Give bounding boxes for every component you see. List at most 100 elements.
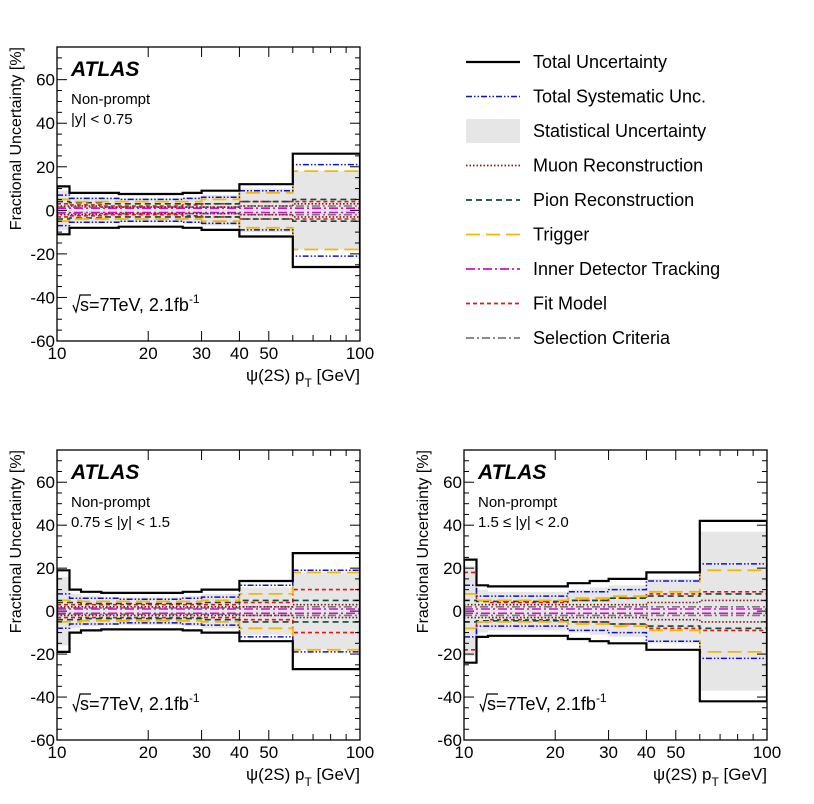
- x-tick-label: 10: [48, 344, 67, 363]
- x-tick-label: 30: [599, 743, 618, 762]
- pion-line-upper: [57, 198, 360, 205]
- legend-entry-stat_fill: Statistical Uncertainty: [466, 119, 706, 143]
- y-tick-label: -40: [30, 688, 55, 707]
- sqrt-icon: [72, 294, 91, 314]
- pion-line-lower: [57, 216, 360, 222]
- stat-band-bin: [80, 197, 102, 224]
- total-line-upper: [464, 519, 767, 588]
- selection-line-upper: [57, 205, 360, 208]
- x-tick-label: 20: [546, 743, 565, 762]
- total_syst-line-upper: [57, 569, 360, 601]
- panel-3: -60 -40 -20 0 20 40 60 10 20 30 40 50 100 ψ(2S) pT [G…: [415, 449, 781, 789]
- sample-label: Non-prompt: [478, 494, 558, 511]
- selection-line-lower: [57, 212, 360, 216]
- fit-line-upper: [57, 200, 360, 207]
- y-tick-label: -60: [30, 731, 55, 750]
- energy-label: s=7TeV, 2.1fb-1: [80, 292, 200, 315]
- pion-line-lower: [57, 617, 360, 623]
- y-tick-label: 60: [36, 473, 55, 492]
- stat-band-bin: [239, 188, 293, 233]
- stat-band-bin: [567, 589, 590, 633]
- experiment-label: ATLAS: [70, 461, 139, 484]
- stat-band-bin: [608, 585, 647, 637]
- legend-entry-muon: Muon Reconstruction: [466, 156, 703, 176]
- panels-group: -60 -40 -20 0 20 40 60 10 20 30 40 50 10 0 ψ(2S) pT [G…: [8, 46, 781, 789]
- x-tick-label: 10: [455, 743, 474, 762]
- legend-entry-fit: Fit Model: [466, 294, 607, 314]
- x-tick-label: 40: [230, 344, 249, 363]
- y-tick-label: 40: [443, 516, 462, 535]
- stat-band-bin: [541, 591, 568, 631]
- y-tick-label: 60: [36, 71, 55, 90]
- fit-line-lower: [57, 213, 360, 220]
- total_syst-line-upper: [464, 563, 767, 597]
- stat-band-bin: [508, 591, 526, 631]
- x-axis-title: ψ(2S) pT [GeV]: [653, 765, 767, 789]
- experiment-label: ATLAS: [477, 461, 546, 484]
- y-tick-label: 0: [46, 201, 55, 220]
- plot-area: [57, 152, 360, 269]
- y-tick-label: -60: [437, 731, 462, 750]
- rapidity-label: 1.5 ≤ |y| < 2.0: [478, 514, 569, 531]
- legend-entry-selection: Selection Criteria: [466, 328, 671, 348]
- fit-line-lower: [57, 616, 360, 634]
- stat-band-bin: [292, 171, 360, 250]
- total-line-upper: [57, 552, 360, 594]
- x-tick-label: 30: [192, 743, 211, 762]
- trigger-line-lower: [57, 218, 360, 251]
- x-tick-label: 50: [259, 743, 278, 762]
- sqrt-icon: [72, 693, 91, 713]
- legend-label: Selection Criteria: [533, 328, 671, 348]
- x-tick-label: 50: [259, 344, 278, 363]
- sample-label: Non-prompt: [71, 494, 151, 511]
- total-line-upper: [57, 152, 360, 196]
- legend-entry-pion: Pion Reconstruction: [466, 190, 694, 210]
- total_syst-line-lower: [464, 625, 767, 660]
- y-tick-label: 40: [36, 516, 55, 535]
- stat-band-bin: [476, 589, 488, 633]
- total-line-lower: [57, 628, 360, 671]
- x-tick-label: 20: [139, 344, 158, 363]
- trigger-line-lower: [464, 621, 767, 653]
- trigger-line-upper: [57, 571, 360, 603]
- y-tick-label: -20: [30, 245, 55, 264]
- x-tick-label: 10: [48, 743, 67, 762]
- energy-label: s=7TeV, 2.1fb-1: [80, 691, 200, 714]
- panel-1: -60 -40 -20 0 20 40 60 10 20 30 40 50 100 ψ(2S) pT [G…: [8, 46, 374, 390]
- trigger-line-upper: [464, 569, 767, 602]
- stat-band-bin: [487, 591, 509, 631]
- plot-frame: [463, 449, 768, 741]
- x-tick-label: 40: [230, 743, 249, 762]
- y-tick-label: 0: [46, 602, 55, 621]
- total_syst-line-lower: [57, 220, 360, 257]
- y-tick-label: 40: [36, 114, 55, 133]
- y-axis-title: Fractional Uncertainty [%]: [415, 450, 432, 633]
- muon-line-upper: [57, 603, 360, 608]
- x-axis-title: ψ(2S) pT [GeV]: [246, 366, 360, 390]
- pion-line-lower: [464, 620, 767, 630]
- plot-frame: [56, 46, 361, 342]
- legend-label: Fit Model: [533, 294, 607, 314]
- legend: Total Uncertainty Total Systematic Unc. St…: [466, 52, 720, 348]
- experiment-label: ATLAS: [70, 58, 139, 81]
- total-line-lower: [57, 225, 360, 269]
- stat-band-bin: [589, 587, 609, 635]
- x-tick-label: 30: [192, 344, 211, 363]
- x-tick-label: 50: [666, 743, 685, 762]
- y-tick-label: -60: [30, 332, 55, 351]
- stat-band-bin: [292, 572, 360, 650]
- legend-label: Total Systematic Unc.: [533, 87, 706, 107]
- legend-label: Muon Reconstruction: [533, 156, 703, 176]
- stat-band-bin: [69, 197, 81, 224]
- stat-band-bin: [69, 593, 81, 629]
- stat-band-bin: [525, 591, 542, 631]
- plot-area: [57, 552, 360, 671]
- total_syst-line-upper: [57, 163, 360, 201]
- y-axis-title: Fractional Uncertainty [%]: [8, 47, 25, 230]
- legend-swatch: [466, 119, 520, 143]
- stat-band-bin: [646, 578, 700, 644]
- sample-label: Non-prompt: [71, 91, 151, 108]
- legend-entry-total_syst: Total Systematic Unc.: [466, 87, 706, 107]
- total_syst-line-lower: [57, 622, 360, 653]
